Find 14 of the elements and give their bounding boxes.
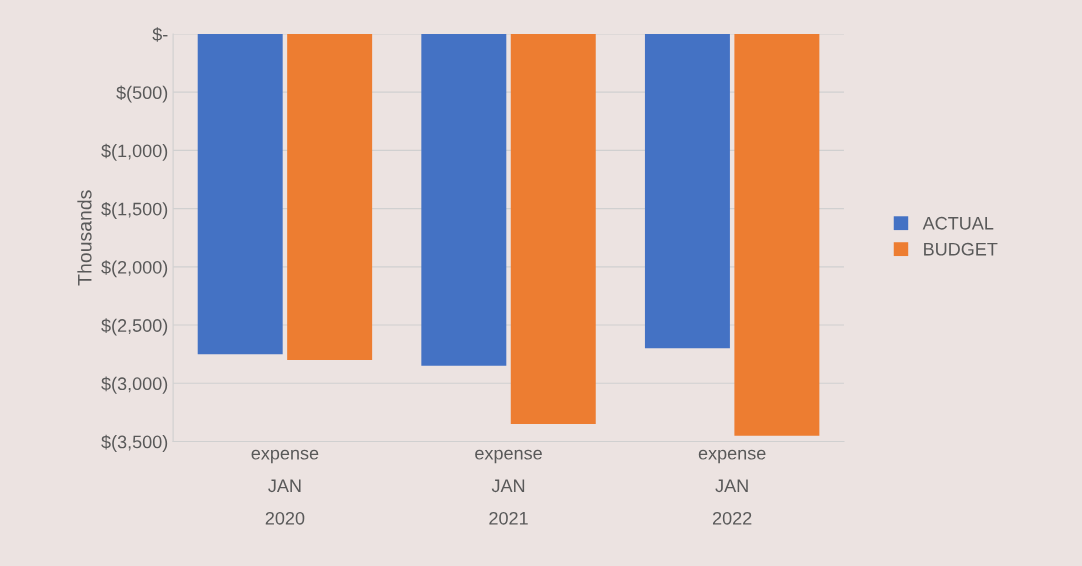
x-tick-label: expense JAN 2020: [251, 449, 319, 525]
x-tick-label: expense JAN 2021: [475, 449, 542, 525]
y-tick-label: $(1,500): [101, 201, 168, 220]
y-tick-label: $(500): [116, 85, 168, 103]
legend-label: BUDGET: [924, 242, 998, 256]
x-tick-label: expense JAN 2022: [698, 449, 766, 525]
y-tick-label: $(2,000): [101, 260, 168, 278]
y-tick-label: $(2,500): [101, 318, 168, 336]
y-tick-label: $(3,000): [101, 376, 168, 394]
y-tick-label: $(1,000): [101, 143, 168, 161]
legend-label: ACTUAL: [922, 216, 994, 230]
y-tick-label: $-: [152, 27, 168, 42]
y-axis-title: Thousands: [77, 190, 92, 286]
y-tick-label: $(3,500): [101, 434, 168, 452]
